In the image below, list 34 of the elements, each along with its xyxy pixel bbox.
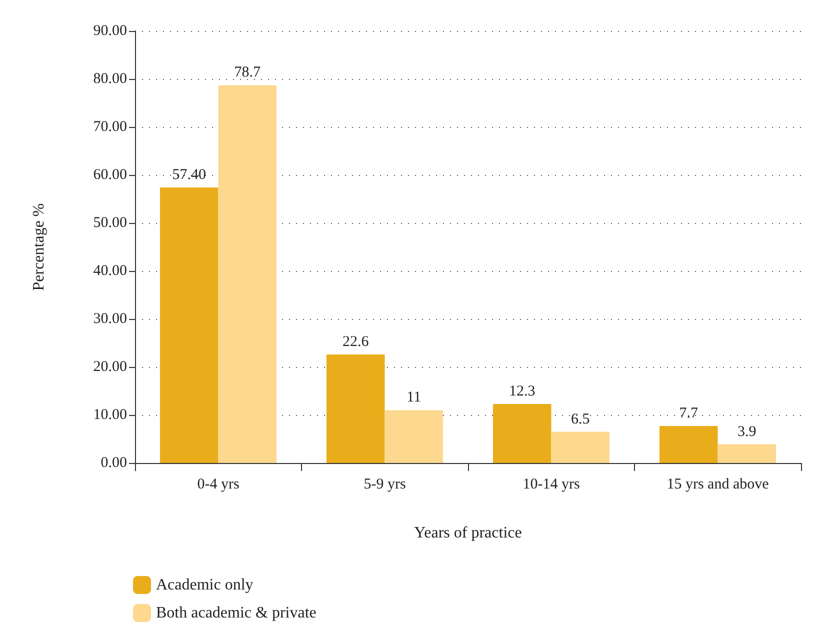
legend-label: Academic only [156,576,254,594]
bar [160,187,218,463]
data-label: 22.6 [342,334,370,350]
y-tick-label: 70.00 [93,119,127,135]
y-tick-label: 40.00 [93,263,127,279]
y-axis-title: Percentage % [30,203,48,291]
x-tick-label: 0-4 yrs [197,476,240,492]
bar [718,444,776,463]
bar [492,404,552,463]
data-label: 7.7 [679,406,698,422]
x-tick-label: 15 yrs and above [666,476,770,492]
x-tick-label: 5-9 yrs [364,476,406,492]
x-axis-title: Years of practice [414,524,522,542]
data-label: 78.7 [234,64,262,81]
y-tick-label: 90.00 [93,23,127,39]
x-tick-label: 10-14 yrs [522,476,580,492]
data-label: 11 [406,390,422,406]
data-label: 57.40 [172,166,206,183]
bar [551,432,610,463]
bar [218,85,277,463]
data-label: 12.3 [508,383,536,400]
y-tick-label: 80.00 [93,71,127,87]
y-tick-label: 10.00 [93,407,127,423]
y-tick-label: 0.00 [100,455,127,471]
y-tick-label: 60.00 [93,167,127,183]
bar [659,426,718,463]
legend-label: Both academic & private [156,604,316,622]
data-label: 6.5 [571,411,590,428]
data-label: 3.9 [738,424,756,440]
y-tick-label: 30.00 [93,311,127,327]
y-tick-label: 20.00 [93,359,127,375]
bar [326,354,385,463]
bar [384,410,444,463]
y-tick-label: 50.00 [93,215,127,231]
